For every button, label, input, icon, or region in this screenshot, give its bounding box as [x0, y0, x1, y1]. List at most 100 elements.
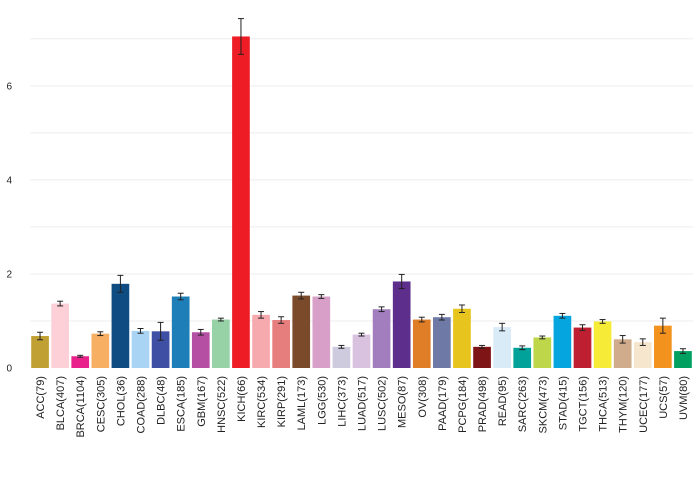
- error-bar: [679, 348, 686, 354]
- y-tick-label: 4: [6, 175, 12, 186]
- x-tick-label: BLCA(407): [55, 376, 67, 430]
- x-tick-label: STAD(415): [557, 376, 569, 430]
- bar: [533, 337, 552, 368]
- x-axis-ticks: ACC(79) BLCA(407) BRCA(1104) CESC(305) CHOL(…: [35, 376, 690, 438]
- bar: [212, 319, 230, 368]
- x-tick-label: TGCT(156): [578, 376, 590, 432]
- x-tick-label: THYM(120): [618, 376, 630, 433]
- x-tick-label: LUAD(517): [357, 376, 369, 431]
- x-tick-label: LUSC(502): [377, 376, 389, 431]
- y-tick-label: 6: [6, 81, 12, 92]
- bar: [272, 320, 290, 368]
- y-tick-label: 2: [6, 269, 12, 280]
- x-tick-label: DLBC(48): [156, 376, 168, 425]
- error-bar: [579, 324, 586, 331]
- error-bar: [117, 274, 124, 293]
- x-tick-label: KIRP(291): [276, 376, 288, 427]
- bar: [352, 334, 371, 368]
- error-bar: [499, 322, 506, 332]
- error-bar: [458, 304, 465, 314]
- bar: [433, 317, 451, 368]
- bar: [332, 346, 351, 368]
- bar: [493, 327, 511, 368]
- x-tick-label: LAML(173): [296, 376, 308, 430]
- bar: [392, 281, 411, 368]
- bar: [654, 325, 672, 368]
- bar: [232, 36, 250, 368]
- x-tick-label: ACC(79): [35, 376, 47, 419]
- x-tick-label: COAD(288): [136, 376, 148, 433]
- bar: [91, 333, 110, 368]
- bar: [674, 351, 692, 368]
- error-bar: [57, 300, 64, 307]
- error-bar: [318, 294, 325, 299]
- x-tick-label: SARC(263): [517, 376, 529, 432]
- y-axis-ticks: 0 2 4 6: [6, 81, 12, 374]
- x-tick-label: OV(308): [417, 376, 429, 418]
- bar: [372, 309, 391, 368]
- x-tick-label: UCEC(177): [638, 376, 650, 433]
- error-bar: [77, 354, 84, 358]
- bar: [312, 296, 331, 368]
- x-tick-label: CHOL(36): [115, 376, 127, 426]
- x-tick-label: LGG(530): [316, 376, 328, 425]
- error-bar: [559, 312, 566, 319]
- bar: [453, 308, 471, 368]
- error-bar: [298, 291, 305, 300]
- error-bar: [137, 327, 144, 334]
- error-bar: [418, 316, 425, 323]
- x-tick-label: THCA(513): [598, 376, 610, 432]
- error-bar: [479, 344, 486, 349]
- bar: [111, 283, 130, 368]
- bar: [151, 331, 170, 368]
- error-bar: [358, 332, 365, 337]
- bar: [131, 330, 150, 368]
- x-tick-label: MESO(87): [397, 376, 409, 428]
- error-bar: [197, 328, 204, 336]
- x-tick-label: SKCM(473): [537, 376, 549, 433]
- x-tick-label: UCS(57): [658, 376, 670, 419]
- bar: [292, 295, 311, 368]
- x-tick-label: GBM(167): [196, 376, 208, 427]
- error-bar: [539, 335, 546, 340]
- bar: [593, 321, 612, 368]
- error-bar: [378, 306, 385, 313]
- error-bar: [639, 338, 646, 346]
- error-bar: [398, 273, 405, 290]
- error-bar: [278, 316, 285, 324]
- bars: [31, 36, 692, 368]
- error-bar: [338, 344, 345, 349]
- gridlines: [30, 38, 693, 322]
- x-tick-label: LIHC(373): [336, 376, 348, 427]
- error-bars: [37, 18, 686, 358]
- error-bar: [519, 345, 526, 351]
- bar: [51, 303, 69, 368]
- error-bar: [237, 18, 244, 55]
- bar: [31, 336, 49, 368]
- x-tick-label: KIRC(534): [256, 376, 268, 428]
- x-tick-label: PCPG(184): [457, 376, 469, 433]
- bar: [633, 342, 652, 368]
- x-tick-label: READ(95): [497, 376, 509, 426]
- bar: [553, 315, 572, 368]
- error-bar: [599, 319, 606, 324]
- error-bar: [37, 331, 44, 341]
- error-bar: [659, 317, 666, 334]
- x-tick-label: UVM(80): [678, 376, 690, 420]
- bar: [473, 346, 491, 368]
- bar: [513, 347, 532, 368]
- bar: [412, 319, 431, 368]
- bar: [252, 314, 270, 368]
- error-bar: [217, 317, 224, 322]
- x-tick-label: PRAD(498): [477, 376, 489, 432]
- x-tick-label: HNSC(522): [216, 376, 228, 433]
- x-tick-label: ESCA(185): [176, 376, 188, 432]
- y-tick-label: 0: [6, 364, 12, 375]
- x-tick-label: PAAD(179): [437, 376, 449, 431]
- bar: [71, 356, 90, 368]
- error-bar: [97, 331, 104, 337]
- error-bar: [157, 321, 164, 341]
- bar: [573, 327, 592, 368]
